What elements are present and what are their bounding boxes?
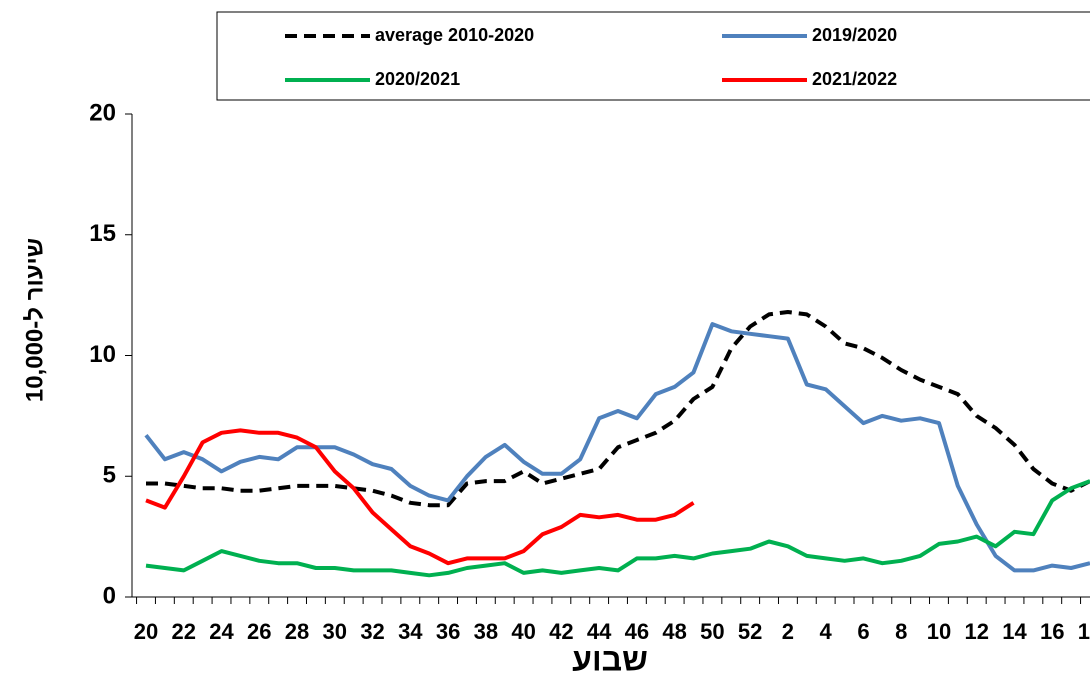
x-tick-label: 36 [436,619,460,644]
x-tick-label: 28 [285,619,309,644]
y-tick-label: 0 [103,582,116,609]
y-tick-label: 5 [103,462,116,489]
x-tick-label: 18 [1078,619,1090,644]
x-tick-label: 30 [323,619,347,644]
series-line [146,310,1090,508]
x-tick-label: 2 [782,619,794,644]
y-axis-label: שיעור ל-10,000 [21,238,48,402]
series-line [144,322,1090,573]
x-tick-label: 38 [474,619,498,644]
x-tick-label: 50 [700,619,724,644]
x-tick-label: 26 [247,619,271,644]
x-tick-label: 48 [662,619,686,644]
x-tick-label: 42 [549,619,573,644]
x-tick-label: 40 [511,619,535,644]
legend-label: 2021/2022 [812,69,897,89]
legend-label: 2020/2021 [375,69,460,89]
x-tick-label: 32 [360,619,384,644]
x-axis-label: שבוע [572,641,648,677]
x-tick-label: 46 [625,619,649,644]
legend-label: 2019/2020 [812,25,897,45]
y-tick-label: 15 [89,220,116,247]
x-tick-label: 22 [172,619,196,644]
x-tick-label: 10 [927,619,951,644]
x-tick-label: 20 [134,619,158,644]
x-tick-label: 16 [1040,619,1064,644]
x-tick-label: 4 [820,619,833,644]
x-tick-label: 6 [857,619,869,644]
x-tick-label: 14 [1002,619,1027,644]
legend-label: average 2010-2020 [375,25,534,45]
x-tick-label: 52 [738,619,762,644]
x-tick-label: 24 [209,619,234,644]
x-tick-label: 8 [895,619,907,644]
x-tick-label: 44 [587,619,612,644]
series-line [145,428,695,566]
x-tick-label: 12 [964,619,988,644]
legend-box [216,11,1090,101]
y-tick-label: 20 [89,99,116,126]
series-line [145,479,1090,578]
x-tick-label: 34 [398,619,423,644]
y-tick-label: 10 [89,341,116,368]
